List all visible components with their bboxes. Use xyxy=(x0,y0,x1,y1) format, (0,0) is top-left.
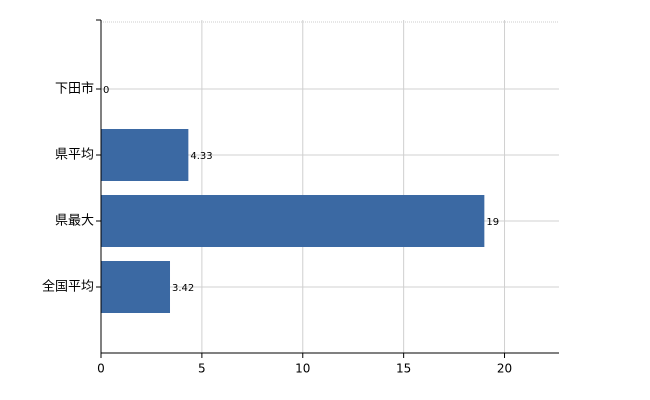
y-tick-label: 全国平均 xyxy=(42,279,94,295)
y-tick-label: 下田市 xyxy=(55,81,94,97)
bar xyxy=(101,195,485,247)
data-label: 19 xyxy=(486,217,499,228)
data-label: 0 xyxy=(103,85,109,96)
y-tick-label: 県平均 xyxy=(55,148,94,163)
x-tick-label: 10 xyxy=(295,362,310,376)
y-tick-label: 県最大 xyxy=(55,214,94,229)
data-label: 3.42 xyxy=(172,283,194,294)
x-tick-label: 20 xyxy=(497,362,512,376)
data-label: 4.33 xyxy=(190,151,212,162)
bar xyxy=(101,129,189,181)
x-tick-label: 5 xyxy=(198,362,206,376)
x-tick-label: 0 xyxy=(97,362,105,376)
x-tick-label: 15 xyxy=(396,362,411,376)
bar xyxy=(101,261,171,313)
